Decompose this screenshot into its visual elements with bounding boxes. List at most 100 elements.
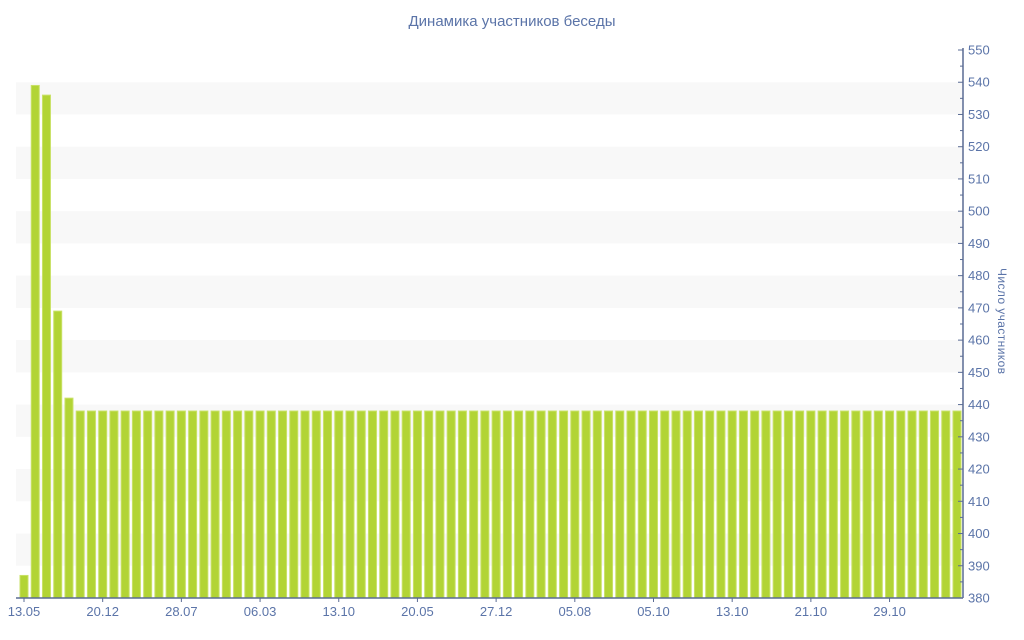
- bar: [176, 410, 186, 599]
- bar: [379, 410, 389, 599]
- bar: [648, 410, 658, 599]
- bar: [266, 410, 276, 599]
- y-tick-label: 420: [968, 462, 990, 477]
- bar: [210, 410, 220, 599]
- y-tick-label: 410: [968, 494, 990, 509]
- bar: [311, 410, 321, 599]
- bar: [738, 410, 748, 599]
- y-tick-label: 380: [968, 591, 990, 606]
- bar: [64, 397, 74, 599]
- x-tick-label: 13.05: [8, 604, 41, 619]
- bar: [637, 410, 647, 599]
- y-tick-label: 490: [968, 236, 990, 251]
- bar: [480, 410, 490, 599]
- y-tick-label: 520: [968, 139, 990, 154]
- background-band: [16, 340, 963, 373]
- bar: [457, 410, 467, 599]
- x-tick-label: 05.08: [559, 604, 592, 619]
- bar: [750, 410, 760, 599]
- bar: [300, 410, 310, 599]
- x-tick-label: 20.05: [401, 604, 434, 619]
- y-tick-label: 530: [968, 107, 990, 122]
- y-tick-label: 440: [968, 397, 990, 412]
- bar: [491, 410, 501, 599]
- bar: [41, 94, 51, 599]
- x-tick-label: 06.03: [244, 604, 277, 619]
- bar: [817, 410, 827, 599]
- x-tick-label: 20.12: [86, 604, 119, 619]
- bar: [424, 410, 434, 599]
- background-band: [16, 82, 963, 115]
- y-tick-label: 390: [968, 558, 990, 573]
- bar: [671, 410, 681, 599]
- bar: [131, 410, 141, 599]
- bar: [502, 410, 512, 599]
- x-tick-label: 28.07: [165, 604, 198, 619]
- bar: [783, 410, 793, 599]
- bar: [255, 410, 265, 599]
- x-tick-label: 13.10: [322, 604, 355, 619]
- bar: [289, 410, 299, 599]
- bar: [323, 410, 333, 599]
- bar: [604, 410, 614, 599]
- bar: [918, 410, 928, 599]
- bar: [693, 410, 703, 599]
- bar: [885, 410, 895, 599]
- bar: [806, 410, 816, 599]
- x-tick-label: 21.10: [795, 604, 828, 619]
- bar: [581, 410, 591, 599]
- bar: [401, 410, 411, 599]
- bar: [862, 410, 872, 599]
- y-tick-label: 430: [968, 429, 990, 444]
- bar: [873, 410, 883, 599]
- bar: [30, 84, 40, 599]
- bar: [682, 410, 692, 599]
- bar: [795, 410, 805, 599]
- bar: [199, 410, 209, 599]
- bar: [851, 410, 861, 599]
- bar: [727, 410, 737, 599]
- bar: [514, 410, 524, 599]
- bar: [19, 574, 29, 599]
- bar: [165, 410, 175, 599]
- bar: [334, 410, 344, 599]
- x-tick-label: 13.10: [716, 604, 749, 619]
- bar: [143, 410, 153, 599]
- bar: [570, 410, 580, 599]
- y-tick-label: 460: [968, 333, 990, 348]
- bar: [626, 410, 636, 599]
- bar: [761, 410, 771, 599]
- bar: [525, 410, 535, 599]
- bar: [828, 410, 838, 599]
- bar: [345, 410, 355, 599]
- y-tick-label: 510: [968, 171, 990, 186]
- bar: [367, 410, 377, 599]
- bar: [233, 410, 243, 599]
- bar: [390, 410, 400, 599]
- bar: [840, 410, 850, 599]
- bar: [941, 410, 951, 599]
- bar: [592, 410, 602, 599]
- x-tick-label: 05.10: [637, 604, 670, 619]
- bar: [75, 410, 85, 599]
- x-tick-label: 27.12: [480, 604, 513, 619]
- bar: [716, 410, 726, 599]
- bar: [907, 410, 917, 599]
- y-tick-label: 450: [968, 365, 990, 380]
- bar: [660, 410, 670, 599]
- bar: [952, 410, 962, 599]
- bar: [446, 410, 456, 599]
- bar: [120, 410, 130, 599]
- x-tick-label: 29.10: [873, 604, 906, 619]
- bar: [53, 310, 63, 599]
- y-tick-label: 400: [968, 526, 990, 541]
- bar: [559, 410, 569, 599]
- bar: [356, 410, 366, 599]
- bar: [221, 410, 231, 599]
- bar: [705, 410, 715, 599]
- y-axis-title: Число участников: [995, 268, 1009, 375]
- bar: [547, 410, 557, 599]
- y-tick-label: 500: [968, 204, 990, 219]
- bar: [278, 410, 288, 599]
